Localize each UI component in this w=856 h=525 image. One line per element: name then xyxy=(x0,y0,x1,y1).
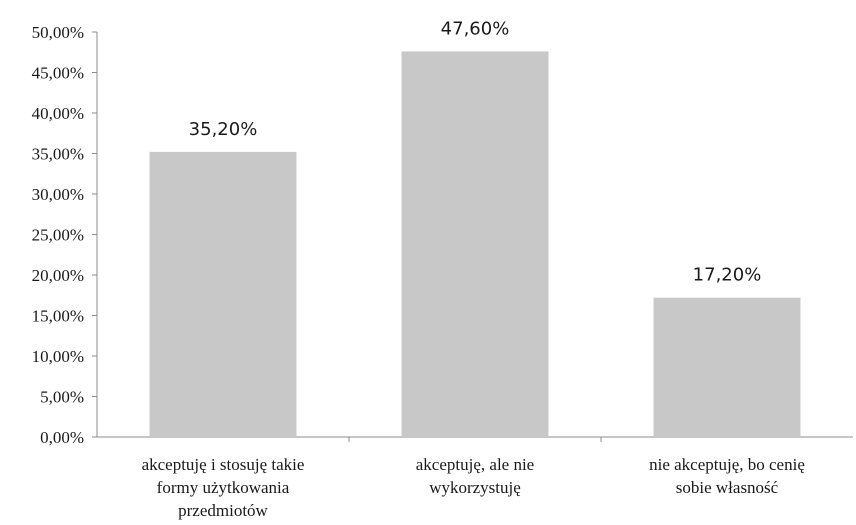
category-label: akceptuję, ale nie wykorzystuję xyxy=(416,455,534,497)
y-tick-label: 25,00% xyxy=(32,226,84,245)
x-axis xyxy=(97,436,853,442)
y-tick-label: 0,00% xyxy=(40,428,84,447)
category-labels: akceptuję i stosuję takie formy użytkowan… xyxy=(142,455,805,520)
y-tick-label: 35,00% xyxy=(32,145,84,164)
category-label-line: sobie własność xyxy=(676,478,779,497)
category-label-line: formy użytkowania xyxy=(157,478,290,497)
data-labels: 35,20% 47,60% 17,20% xyxy=(189,18,762,285)
category-label: nie akceptuję, bo cenię sobie własność xyxy=(649,455,805,497)
y-axis: 0,00% 5,00% 10,00% 15,00% 20,00% 25,00% 30,00%… xyxy=(32,23,98,447)
y-tick-label: 50,00% xyxy=(32,23,84,42)
data-label: 47,60% xyxy=(441,18,510,39)
data-label: 17,20% xyxy=(693,265,762,286)
category-label-line: przedmiotów xyxy=(178,501,268,520)
bar xyxy=(401,51,549,437)
bar xyxy=(149,151,297,437)
category-label-line: wykorzystuję xyxy=(429,478,521,497)
category-label-line: akceptuję, ale nie xyxy=(416,455,534,474)
category-label: akceptuję i stosuję takie formy użytkowan… xyxy=(142,455,305,520)
y-tick-label: 10,00% xyxy=(32,347,84,366)
y-tick-label: 30,00% xyxy=(32,185,84,204)
category-label-line: akceptuję i stosuję takie xyxy=(142,455,305,474)
y-tick-label: 5,00% xyxy=(40,388,84,407)
bars xyxy=(149,51,801,437)
y-tick-label: 15,00% xyxy=(32,307,84,326)
bar xyxy=(653,297,801,437)
data-label: 35,20% xyxy=(189,119,258,140)
y-tick-label: 20,00% xyxy=(32,266,84,285)
category-label-line: nie akceptuję, bo cenię xyxy=(649,455,805,474)
y-tick-label: 40,00% xyxy=(32,104,84,123)
y-tick-label: 45,00% xyxy=(32,64,84,83)
